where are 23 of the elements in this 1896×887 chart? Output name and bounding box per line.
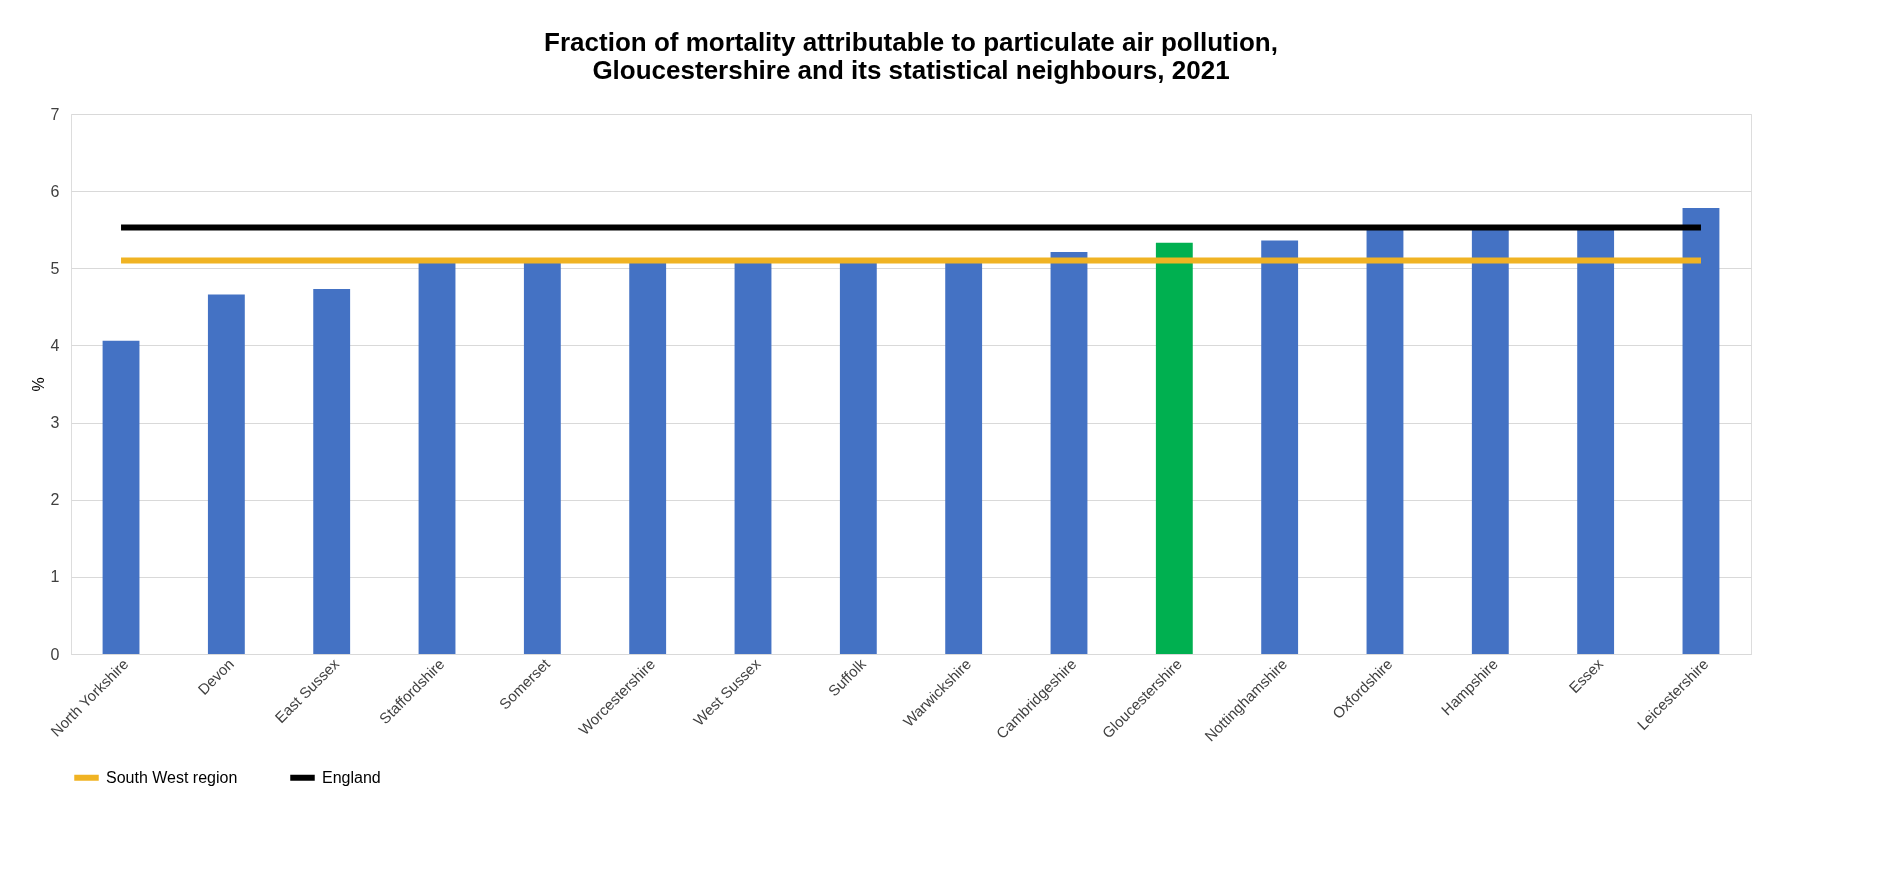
text: Gloucestershire and its statistical neighbours, 2021 (592, 55, 1230, 85)
y-tick-label: 7 (50, 105, 60, 123)
bar (313, 289, 351, 654)
bar (1050, 252, 1088, 654)
y-tick-label: 1 (50, 568, 60, 586)
bar (102, 340, 140, 654)
bar (1366, 229, 1404, 654)
legend-label: South West region (106, 768, 238, 786)
bar (1261, 240, 1299, 654)
bar (1577, 229, 1615, 654)
bar (1155, 242, 1193, 654)
y-tick-label: 4 (50, 336, 60, 354)
y-tick-label: 2 (50, 491, 60, 509)
bar (1471, 229, 1509, 654)
y-tick-label: 0 (50, 645, 60, 663)
bar (1682, 208, 1720, 654)
bar (207, 294, 245, 654)
y-tick-label: 3 (50, 414, 60, 432)
y-tick-label: 6 (50, 182, 60, 200)
y-tick-label: 5 (50, 259, 60, 277)
text: Fraction of mortality attributable to particulate air pollution, (544, 27, 1278, 57)
legend-label: England (322, 768, 381, 786)
y-axis-title: % (29, 377, 47, 392)
